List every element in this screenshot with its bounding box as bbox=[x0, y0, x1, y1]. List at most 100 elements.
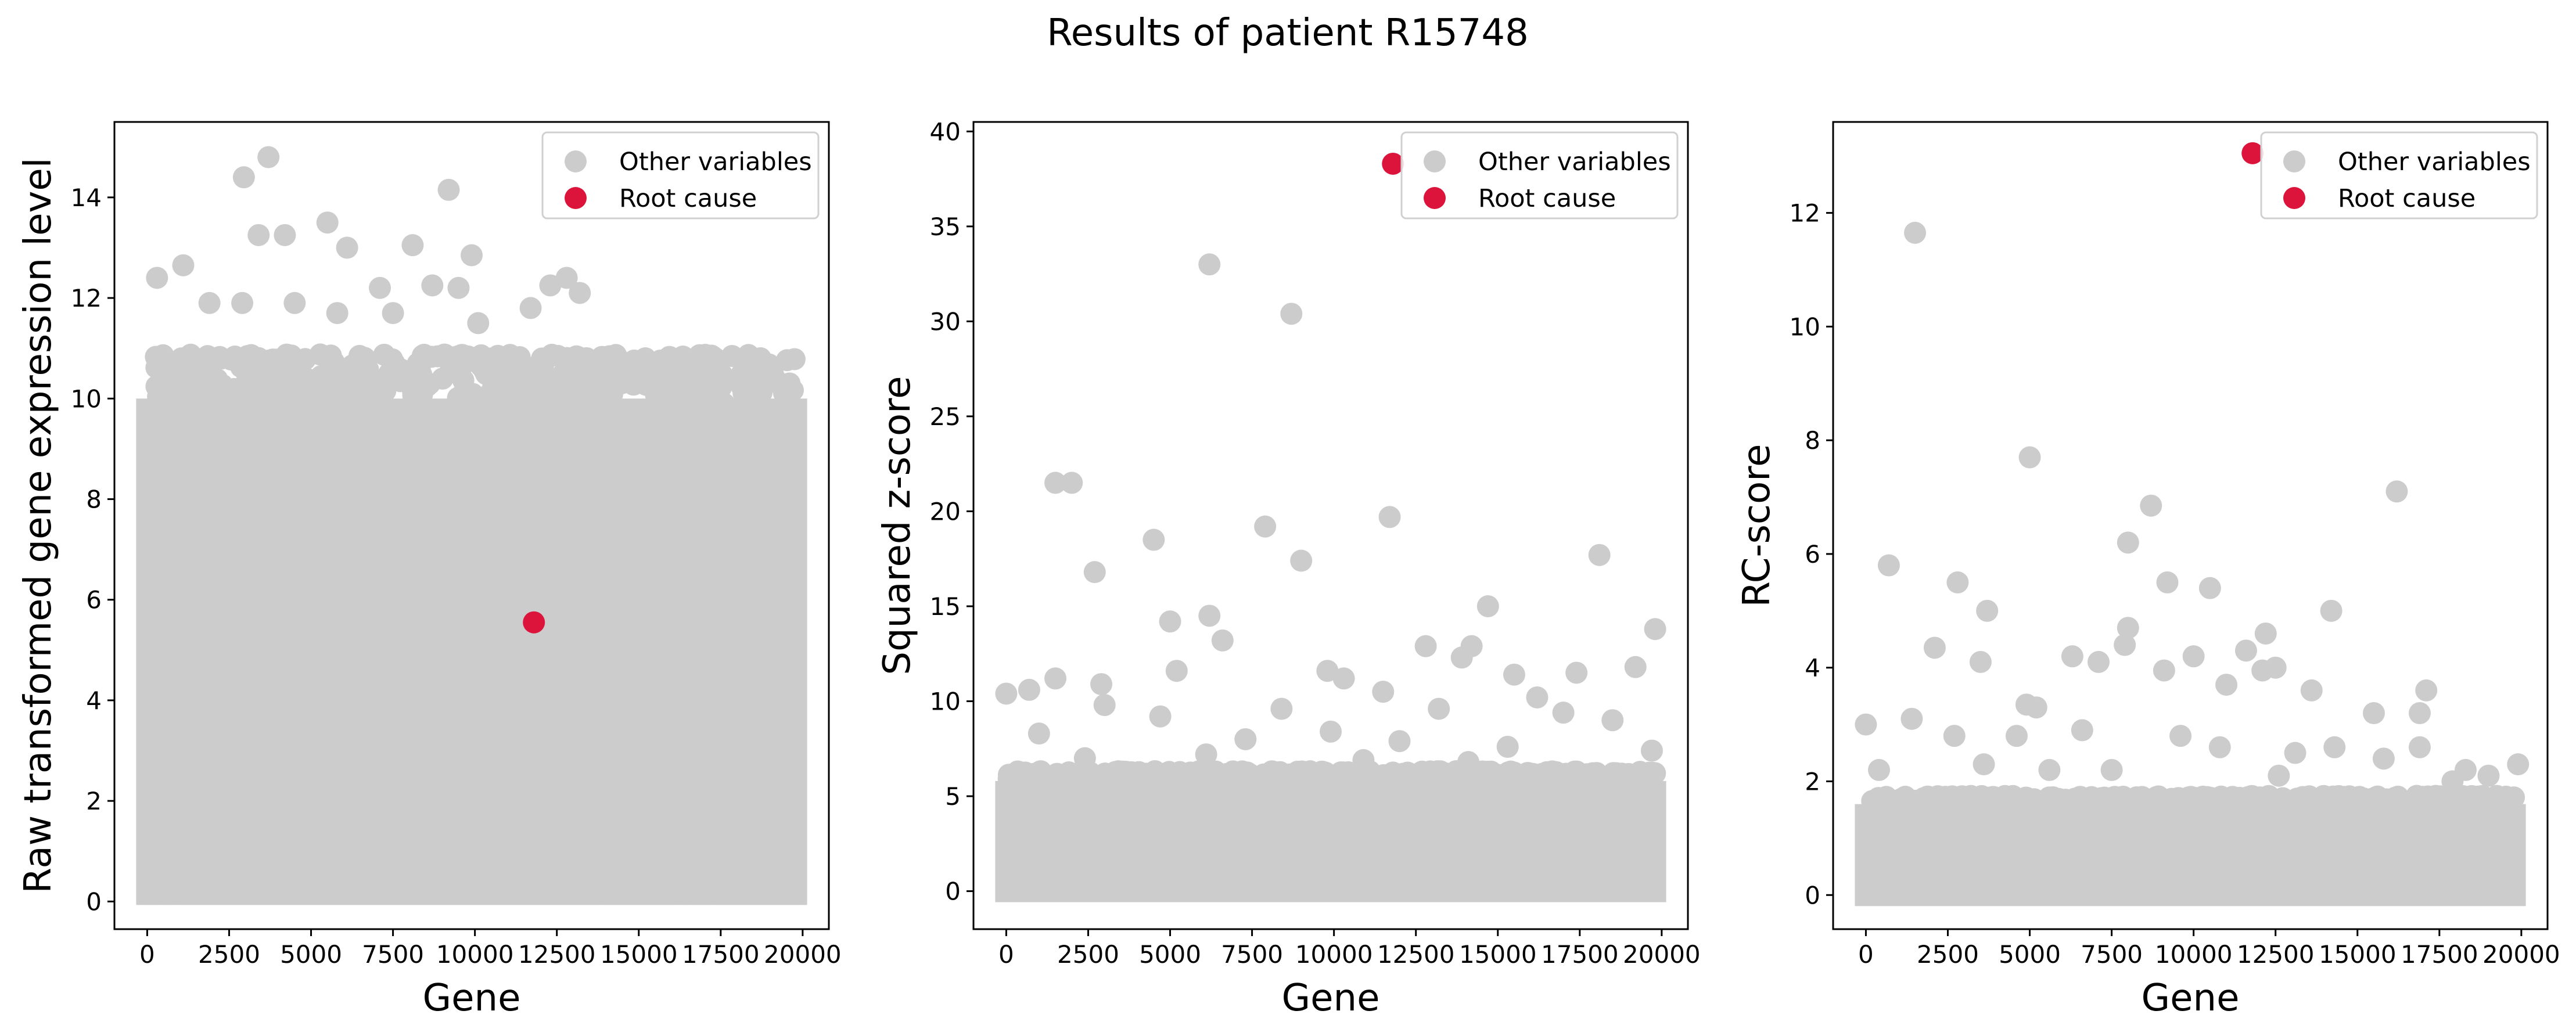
other-variable-point bbox=[2117, 531, 2139, 554]
other-variable-point bbox=[235, 361, 258, 384]
x-tick-label: 15000 bbox=[2319, 940, 2397, 969]
y-tick-label: 20 bbox=[930, 497, 961, 526]
other-variable-point bbox=[1238, 762, 1260, 785]
other-variable-point bbox=[374, 380, 397, 402]
other-variable-point bbox=[1234, 728, 1257, 750]
other-variable-point bbox=[785, 849, 807, 872]
x-tick-label: 5000 bbox=[1999, 940, 2061, 969]
other-variable-point bbox=[563, 382, 585, 404]
other-variable-point bbox=[401, 234, 424, 257]
other-variable-point bbox=[478, 352, 501, 375]
legend-marker-root bbox=[1424, 187, 1446, 209]
legend-frame bbox=[1400, 131, 1679, 220]
x-tick-label: 5000 bbox=[280, 940, 342, 969]
y-tick-label: 0 bbox=[86, 887, 102, 916]
other-variable-point bbox=[1332, 667, 1355, 690]
other-variable-point bbox=[1877, 554, 1900, 577]
other-variable-point bbox=[1316, 660, 1339, 682]
other-variable-point bbox=[465, 385, 487, 408]
y-tick-label: 6 bbox=[86, 586, 102, 614]
other-variable-point bbox=[179, 373, 202, 396]
other-variable-point bbox=[1187, 760, 1210, 783]
other-variable-point bbox=[1900, 707, 1923, 730]
legend-marker-other bbox=[565, 150, 587, 172]
other-variable-point bbox=[266, 377, 289, 400]
other-variable-point bbox=[229, 385, 252, 408]
other-variable-point bbox=[1450, 646, 1473, 669]
other-variable-point bbox=[2114, 634, 2136, 656]
other-variable-point bbox=[1320, 720, 1342, 743]
other-variable-point bbox=[2507, 753, 2530, 776]
x-tick-label: 2500 bbox=[198, 940, 260, 969]
other-variable-point bbox=[611, 367, 634, 390]
other-variable-point bbox=[2415, 786, 2437, 809]
x-tick-label: 2500 bbox=[1917, 940, 1979, 969]
other-variable-point bbox=[2495, 785, 2517, 808]
y-tick-label: 10 bbox=[71, 384, 102, 413]
y-tick-label: 4 bbox=[1805, 654, 1820, 682]
legend-label-root: Root cause bbox=[2338, 184, 2476, 213]
other-variable-point bbox=[2257, 785, 2280, 807]
legend-label-other: Other variables bbox=[1478, 148, 1671, 177]
other-variable-point bbox=[2015, 693, 2038, 716]
other-variable-point bbox=[451, 344, 473, 366]
other-variable-point bbox=[1644, 618, 1666, 641]
other-variable-point bbox=[265, 348, 288, 371]
other-variable-point bbox=[421, 274, 444, 297]
x-tick-label: 17500 bbox=[2401, 940, 2478, 969]
other-variable-point bbox=[2284, 742, 2306, 764]
x-tick-label: 17500 bbox=[682, 940, 760, 969]
other-variable-point bbox=[2097, 792, 2120, 815]
figure-title: Results of patient R15748 bbox=[1047, 12, 1529, 55]
other-variable-point bbox=[1044, 667, 1067, 690]
other-variables-dense-band bbox=[995, 780, 1666, 902]
other-variable-point bbox=[146, 267, 168, 289]
y-tick-label: 8 bbox=[86, 485, 102, 514]
other-variable-point bbox=[410, 364, 433, 387]
x-tick-label: 7500 bbox=[362, 940, 424, 969]
other-variable-point bbox=[2169, 725, 2192, 747]
other-variable-point bbox=[2034, 791, 2056, 814]
other-variable-point bbox=[2221, 788, 2243, 811]
other-variable-point bbox=[2015, 789, 2038, 812]
y-axis-label: RC-score bbox=[1736, 444, 1779, 607]
root-cause-point bbox=[2241, 142, 2264, 164]
y-axis-label: Raw transformed gene expression level bbox=[17, 157, 60, 893]
other-variable-point bbox=[1388, 730, 1411, 753]
other-variable-point bbox=[1081, 764, 1104, 787]
y-tick-label: 4 bbox=[86, 686, 102, 715]
other-variable-point bbox=[1270, 697, 1293, 720]
other-variable-point bbox=[1973, 753, 1995, 776]
other-variable-point bbox=[2415, 679, 2438, 702]
other-variable-point bbox=[1467, 769, 1489, 792]
other-variable-point bbox=[1503, 663, 1525, 686]
other-variable-point bbox=[1120, 761, 1143, 783]
other-variable-point bbox=[2071, 719, 2093, 742]
other-variable-point bbox=[1093, 694, 1116, 717]
other-variable-point bbox=[2477, 764, 2500, 787]
other-variable-point bbox=[2088, 650, 2110, 673]
other-variable-point bbox=[2441, 770, 2464, 793]
other-variable-point bbox=[2254, 622, 2277, 645]
other-variable-point bbox=[1867, 758, 1890, 781]
y-tick-label: 25 bbox=[930, 402, 961, 431]
other-variable-point bbox=[461, 244, 483, 267]
other-variable-point bbox=[2153, 659, 2175, 682]
legend-frame bbox=[2260, 131, 2538, 220]
other-variable-point bbox=[519, 297, 542, 319]
other-variable-point bbox=[1976, 599, 1999, 622]
other-variable-point bbox=[785, 883, 807, 905]
other-variable-point bbox=[2005, 725, 2028, 747]
x-axis-label: Gene bbox=[423, 977, 521, 1020]
x-axis-label: Gene bbox=[2142, 977, 2240, 1020]
other-variable-point bbox=[172, 254, 195, 276]
other-variable-point bbox=[497, 379, 520, 402]
other-variable-point bbox=[349, 348, 372, 370]
other-variable-point bbox=[1307, 769, 1330, 792]
plot-area bbox=[995, 253, 1666, 902]
x-tick-label: 12500 bbox=[1377, 940, 1455, 969]
other-variable-point bbox=[1165, 660, 1188, 682]
y-tick-label: 5 bbox=[945, 782, 961, 811]
other-variable-point bbox=[657, 372, 680, 395]
